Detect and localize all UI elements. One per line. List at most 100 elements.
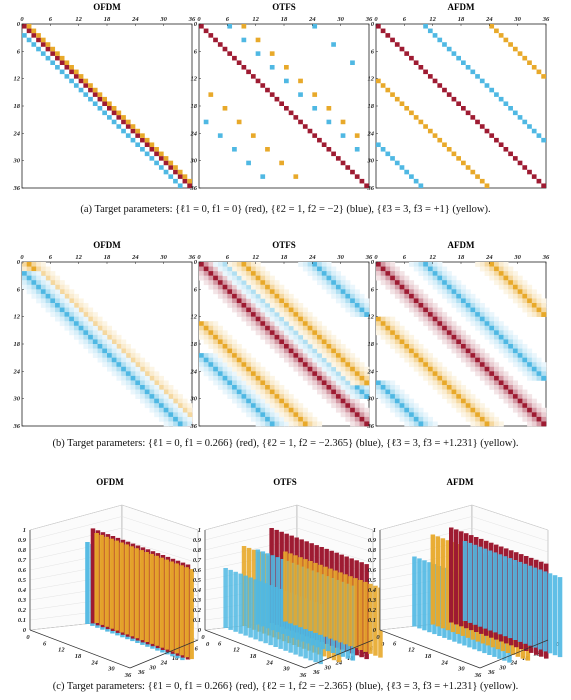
heatmap-cell: [470, 407, 476, 413]
heatmap-cell: [149, 380, 155, 386]
heatmap-cell: [246, 307, 252, 313]
z-tick-label: 0.1: [368, 617, 376, 624]
heatmap-cell: [45, 266, 51, 272]
heatmap-cell: [536, 416, 542, 422]
heatmap-cell: [250, 133, 256, 138]
heatmap-cell: [236, 312, 242, 317]
heatmap-cell: [527, 284, 533, 290]
heatmap-cell: [376, 380, 382, 386]
heatmap-cell: [208, 334, 214, 340]
heatmap-cell: [288, 362, 294, 368]
heatmap-cell: [456, 325, 462, 331]
heatmap-cell: [97, 353, 103, 358]
heatmap-cell: [255, 293, 261, 299]
heatmap-cell: [163, 380, 169, 386]
heatmap-cell: [498, 142, 504, 147]
heatmap-cell: [222, 357, 228, 363]
heatmap-cell: [423, 271, 429, 276]
heatmap-cell: [22, 266, 28, 272]
heatmap-cell: [250, 398, 256, 404]
heatmap-cell: [451, 284, 457, 290]
heatmap-cell: [345, 416, 351, 422]
heatmap-cell: [317, 357, 323, 363]
heatmap-cell: [222, 46, 228, 52]
heatmap-cell: [265, 380, 271, 386]
heatmap-cell: [307, 330, 313, 336]
heatmap-cell: [364, 312, 370, 317]
heatmap-cell: [503, 380, 509, 386]
heatmap-cell: [279, 348, 285, 354]
heatmap-cell: [241, 357, 247, 363]
heatmap-cell: [470, 398, 476, 404]
heatmap-cell: [335, 289, 341, 295]
heatmap-cell: [517, 160, 523, 166]
heatmap-cell: [498, 33, 504, 38]
heatmap-cell: [213, 271, 219, 276]
heatmap-cell: [345, 380, 351, 386]
bar: [517, 561, 523, 642]
heatmap-cell: [442, 371, 448, 377]
heatmap-cell: [527, 421, 533, 427]
heatmap-cell: [232, 357, 238, 363]
heatmap-cell: [517, 303, 523, 308]
z-tick-label: 0.1: [193, 617, 201, 624]
heatmap-cell: [418, 303, 424, 308]
heatmap-cell: [345, 366, 351, 372]
heatmap-cell: [350, 416, 356, 422]
heatmap-cell: [236, 271, 242, 276]
panel-title: OFDM: [93, 240, 121, 250]
heatmap-cell: [385, 262, 391, 267]
heatmap-cell: [288, 312, 294, 317]
heatmap-cell: [236, 266, 242, 272]
heatmap-cell: [208, 362, 214, 368]
heatmap-cell: [182, 398, 188, 404]
heatmap-cell: [135, 133, 141, 138]
heatmap-cell: [335, 275, 341, 281]
heatmap-cell: [456, 156, 461, 161]
heatmap-cell: [345, 348, 351, 354]
heatmap-cell: [541, 298, 547, 304]
y-tick-label: 24: [13, 130, 21, 137]
heatmap-cell: [140, 362, 146, 368]
heatmap-cell: [465, 407, 471, 413]
heatmap-cell: [340, 362, 346, 368]
heatmap-cell: [78, 316, 84, 322]
heatmap-cell: [111, 334, 117, 340]
heatmap-cell: [409, 407, 415, 413]
heatmap-cell: [484, 262, 490, 267]
heatmap-cell: [78, 303, 84, 308]
heatmap-cell: [312, 380, 318, 386]
heatmap-cell: [274, 421, 280, 427]
heatmap-cell: [331, 344, 337, 349]
heatmap-cell: [354, 371, 360, 377]
heatmap-cell: [203, 357, 209, 363]
heatmap-cell: [390, 385, 396, 390]
heatmap-cell: [208, 344, 214, 349]
heatmap-cell: [451, 339, 457, 345]
heatmap-cell: [484, 371, 490, 377]
heatmap-cell: [340, 280, 346, 286]
heatmap-cell: [494, 389, 500, 395]
heatmap-cell: [208, 271, 214, 276]
heatmap-cell: [232, 293, 238, 299]
heatmap-cell: [102, 344, 108, 349]
heatmap-cell: [326, 389, 332, 395]
heatmap-cell: [475, 407, 481, 413]
heatmap-cell: [236, 307, 242, 313]
heatmap-cell: [522, 394, 528, 399]
heatmap-cell: [522, 353, 528, 358]
x-tick-label: 30: [159, 16, 167, 23]
bar: [330, 578, 336, 653]
heatmap-cell: [423, 307, 429, 313]
heatmap-cell: [354, 312, 360, 317]
heatmap-cell: [432, 371, 438, 377]
heatmap-cell: [359, 178, 365, 184]
heatmap-cell: [413, 115, 419, 120]
heatmap-cell: [213, 266, 219, 272]
heatmap-cell: [279, 403, 285, 409]
heatmap-cell: [498, 271, 504, 276]
heatmap-cell: [116, 110, 122, 116]
heatmap-cell: [222, 366, 228, 372]
heatmap-cell: [255, 307, 261, 313]
